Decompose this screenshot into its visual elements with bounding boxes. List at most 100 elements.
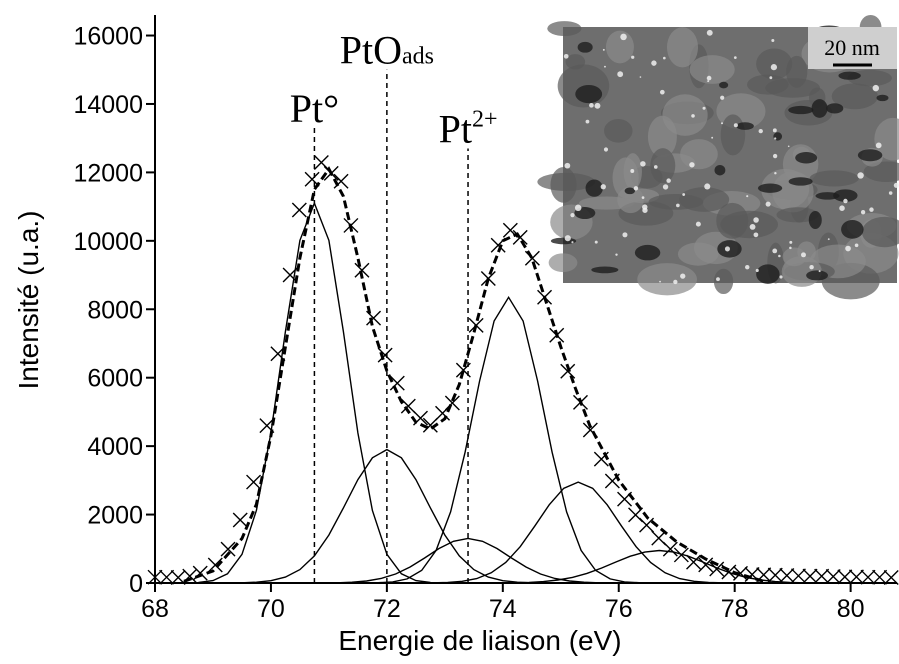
measured-point xyxy=(422,417,438,433)
inset-particle xyxy=(770,64,778,71)
inset-dark xyxy=(736,122,754,130)
inset-particle xyxy=(639,76,642,78)
inset-dark xyxy=(811,99,828,118)
measured-point xyxy=(814,568,830,584)
x-tick-label: 70 xyxy=(257,595,285,623)
x-tick-label: 68 xyxy=(141,595,169,623)
inset-particle xyxy=(845,245,851,252)
measured-point xyxy=(860,569,876,585)
inset-particle xyxy=(651,60,657,66)
inset-dark xyxy=(591,266,619,274)
inset-particle xyxy=(789,240,793,244)
inset-particle xyxy=(869,207,874,212)
inset-particle xyxy=(589,103,594,108)
measured-point xyxy=(182,568,198,584)
inset-particle xyxy=(843,198,848,204)
measured-point xyxy=(490,237,506,253)
inset-particle xyxy=(724,246,730,252)
inset-grain xyxy=(537,172,595,191)
inset-particle xyxy=(695,221,701,227)
measured-point xyxy=(389,375,405,391)
inset-particle xyxy=(564,162,571,169)
measured-point xyxy=(282,267,298,283)
inset-grain xyxy=(666,27,699,68)
inset-particle xyxy=(733,123,738,128)
inset-particle xyxy=(676,203,680,208)
inset-dark xyxy=(808,210,822,229)
measured-point xyxy=(147,569,163,585)
inset-particle xyxy=(801,252,806,258)
inset-particle xyxy=(772,153,778,159)
inset-dark xyxy=(585,179,603,197)
inset-particle xyxy=(630,169,635,173)
measured-point xyxy=(639,517,655,533)
inset-particle xyxy=(755,268,759,273)
inset-particle xyxy=(642,207,648,213)
inset-particle xyxy=(702,106,706,110)
inset-particle xyxy=(772,128,777,133)
measured-point xyxy=(444,395,460,411)
inset-particle xyxy=(640,161,646,167)
measured-point xyxy=(313,154,329,170)
inset-particle xyxy=(758,128,763,134)
inset-particle xyxy=(771,38,775,43)
inset-particle xyxy=(774,137,777,140)
component-curve xyxy=(433,481,724,584)
component-curve xyxy=(323,537,614,584)
y-tick-label: 6000 xyxy=(87,365,143,393)
measured-point xyxy=(259,418,275,434)
inset-particle xyxy=(622,232,628,238)
inset-grain xyxy=(809,170,859,187)
inset-particle xyxy=(631,55,635,59)
measured-point xyxy=(304,171,320,187)
inset-particle xyxy=(893,182,899,188)
inset-particle xyxy=(860,210,866,215)
inset-grain xyxy=(747,74,789,95)
inset-grain xyxy=(547,21,582,37)
inset-grain xyxy=(680,139,718,170)
measured-point xyxy=(159,569,175,585)
measured-point xyxy=(572,394,588,410)
fit-envelope xyxy=(183,166,765,583)
component-curve xyxy=(378,295,640,584)
inset-dark xyxy=(577,41,593,53)
measured-point xyxy=(291,202,307,218)
inset-particle xyxy=(673,279,678,285)
inset-particle xyxy=(604,65,606,68)
inset-particle xyxy=(662,184,669,190)
measured-point xyxy=(232,512,248,528)
measured-point xyxy=(377,347,393,363)
measured-point xyxy=(732,565,748,581)
peak-label: PtOads xyxy=(340,28,434,73)
peak-label-main: PtO xyxy=(340,28,402,73)
inset-particle xyxy=(707,80,710,83)
inset-particle xyxy=(585,119,590,124)
measured-point xyxy=(560,363,576,379)
inset-particle xyxy=(772,248,778,254)
measured-point xyxy=(582,422,598,438)
measured-point xyxy=(400,398,416,414)
component-curve xyxy=(241,448,532,584)
inset-dark xyxy=(857,149,883,162)
inset-dark xyxy=(833,189,858,202)
x-tick-label: 78 xyxy=(721,595,749,623)
x-tick-label: 74 xyxy=(489,595,517,623)
y-axis-label: Intensité (u.a.) xyxy=(13,211,44,390)
measured-point xyxy=(883,570,899,586)
inset-particle xyxy=(689,162,695,168)
inset-particle xyxy=(617,71,624,78)
measured-point xyxy=(413,410,428,426)
measured-point xyxy=(354,262,370,278)
peak-label-sup: 2+ xyxy=(472,106,498,132)
inset-particle xyxy=(659,280,661,283)
measured-point xyxy=(524,250,540,266)
y-tick-label: 14000 xyxy=(73,91,143,119)
inset-grain xyxy=(713,268,734,295)
inset-particle xyxy=(680,273,686,279)
inset-particle xyxy=(571,241,574,244)
inset-grain xyxy=(861,216,899,248)
peak-label-main: Pt° xyxy=(290,86,339,131)
inset-dark xyxy=(826,103,844,114)
measured-point xyxy=(455,362,471,378)
measured-point xyxy=(220,541,236,557)
